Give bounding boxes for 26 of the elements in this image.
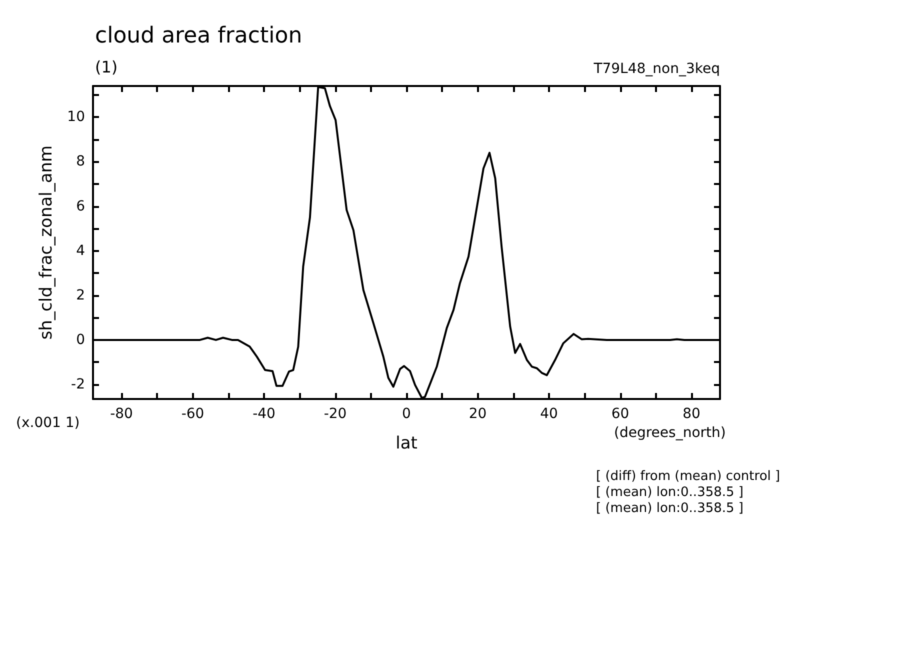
- x-tick-label: 0: [402, 406, 411, 422]
- text: (degrees_north): [614, 425, 726, 441]
- x-axis-title: lat: [396, 434, 418, 454]
- y-tick-label: 0: [76, 332, 85, 348]
- x-tick-label: -60: [181, 406, 204, 422]
- x-tick-label: 80: [682, 406, 700, 422]
- x-tick-label: -20: [324, 406, 347, 422]
- y-tick-label: 6: [76, 198, 86, 214]
- y-tick-label: 10: [67, 109, 85, 126]
- x-tick-label: 40: [540, 406, 558, 422]
- y-tick-label: -2: [71, 376, 85, 393]
- y-tick-label: 4: [76, 242, 86, 259]
- text: T79L48_non_3keq: [592, 61, 720, 77]
- x-tick-label: -40: [252, 406, 276, 422]
- chart-subtitle: (1): [95, 58, 118, 76]
- text: [ (diff) from (mean) control ]: [596, 469, 780, 484]
- y-tick-label: 8: [76, 154, 85, 170]
- x-tick-label: 60: [611, 406, 630, 422]
- text: (x.001 1): [16, 415, 80, 431]
- x-tick-label: 20: [468, 406, 487, 422]
- text: [ (mean) lon:0..358.5 ]: [596, 501, 744, 516]
- y-axis-title: sh_cld_frac_zonal_anm: [36, 145, 56, 340]
- chart-title: cloud area fraction: [95, 24, 302, 48]
- y-tick-label: 2: [76, 287, 85, 304]
- text: [ (mean) lon:0..358.5 ]: [596, 485, 744, 500]
- x-tick-label: -80: [110, 406, 133, 422]
